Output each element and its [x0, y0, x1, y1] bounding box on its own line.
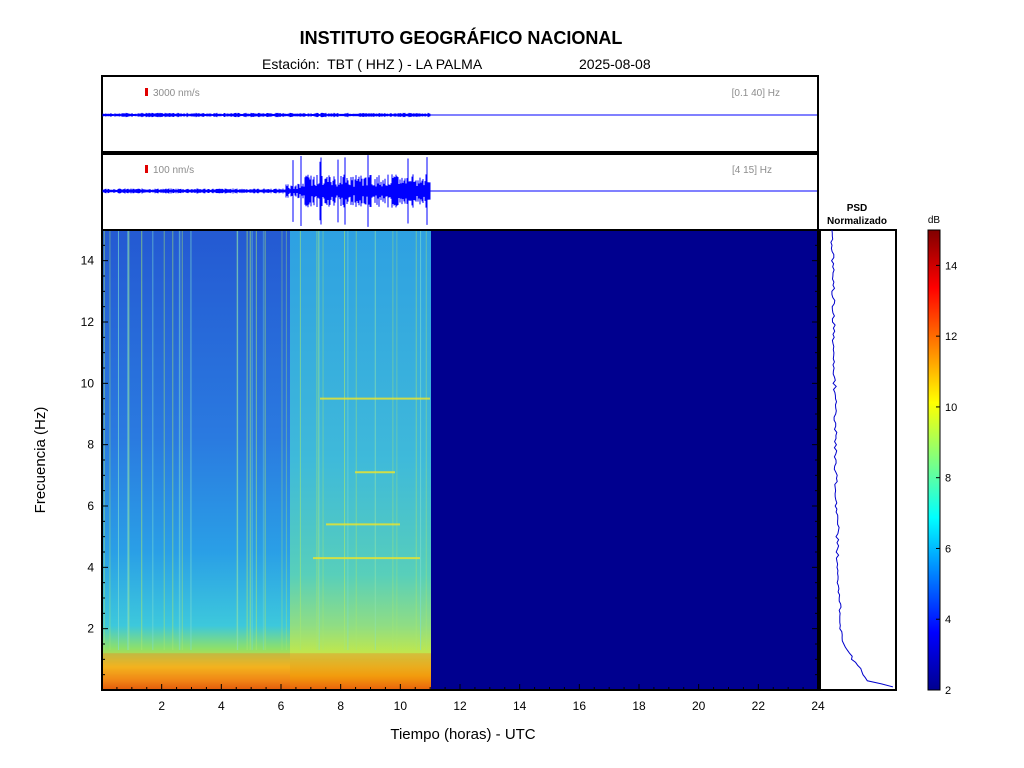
x-axis-label: Tiempo (horas) - UTC	[390, 726, 535, 743]
x-tick-label: 6	[278, 699, 285, 713]
colorbar-ticks: 2 4 6 8 10 12 14	[936, 260, 957, 697]
psd-title: PSD	[847, 203, 868, 214]
psd-curve	[830, 229, 894, 688]
y-tick-label: 10	[81, 376, 95, 390]
y-tick-label: 14	[81, 254, 95, 268]
x-tick-label: 20	[692, 699, 706, 713]
colorbar-tick-label: 2	[945, 685, 951, 697]
colorbar-tick-label: 12	[945, 331, 957, 343]
scale-bar-marker	[145, 88, 148, 96]
trace-panel-broadband: 3000 nm/s [0.1 40] Hz	[101, 75, 819, 153]
x-tick-label: 14	[513, 699, 527, 713]
y-tick-label: 8	[87, 438, 94, 452]
waveform-segment	[102, 155, 431, 227]
x-tick-label: 18	[632, 699, 646, 713]
trace-waveform-filtered	[102, 155, 817, 227]
date-label: 2025-08-08	[579, 56, 651, 72]
waveform-segment	[102, 112, 431, 118]
spectral-lines	[102, 230, 431, 690]
x-tick-label: 10	[394, 699, 408, 713]
colorbar-gradient	[927, 229, 941, 691]
x-tick-label: 12	[453, 699, 467, 713]
x-tick-label: 16	[573, 699, 587, 713]
colorbar-tick-label: 8	[945, 473, 951, 485]
psd-panel: PSD Normalizado	[819, 203, 897, 691]
colorbar: dB 2 4 6 8 10 12 14	[927, 215, 957, 697]
colorbar-tick-label: 4	[945, 614, 951, 626]
y-tick-label: 12	[81, 315, 95, 329]
y-tick-label: 6	[87, 499, 94, 513]
trace-band-label: [4 15] Hz	[732, 165, 772, 176]
scale-bar-marker	[145, 165, 148, 173]
low-frequency-band	[102, 653, 431, 690]
station-label: Estación: TBT ( HHZ ) - LA PALMA	[262, 56, 483, 72]
x-tick-label: 24	[811, 699, 825, 713]
colorbar-tick-label: 6	[945, 543, 951, 555]
y-tick-label: 2	[87, 622, 94, 636]
spectrogram-no-data-region	[431, 230, 818, 690]
colorbar-tick-label: 10	[945, 402, 957, 414]
psd-subtitle: Normalizado	[827, 216, 887, 227]
trace-waveform-broadband	[102, 112, 817, 118]
y-axis-label: Frecuencia (Hz)	[32, 407, 49, 514]
trace-band-label: [0.1 40] Hz	[732, 88, 780, 99]
y-tick-label: 4	[87, 560, 94, 574]
x-tick-label: 2	[158, 699, 165, 713]
colorbar-unit: dB	[928, 215, 941, 226]
x-tick-label: 22	[752, 699, 766, 713]
x-tick-label: 8	[337, 699, 344, 713]
colorbar-tick-label: 14	[945, 260, 957, 272]
trace-scale-label: 100 nm/s	[153, 165, 194, 176]
trace-panel-filtered: 100 nm/s [4 15] Hz	[101, 153, 819, 231]
chart-title: INSTITUTO GEOGRÁFICO NACIONAL	[299, 28, 623, 48]
trace-scale-label: 3000 nm/s	[153, 88, 200, 99]
x-tick-label: 4	[218, 699, 225, 713]
